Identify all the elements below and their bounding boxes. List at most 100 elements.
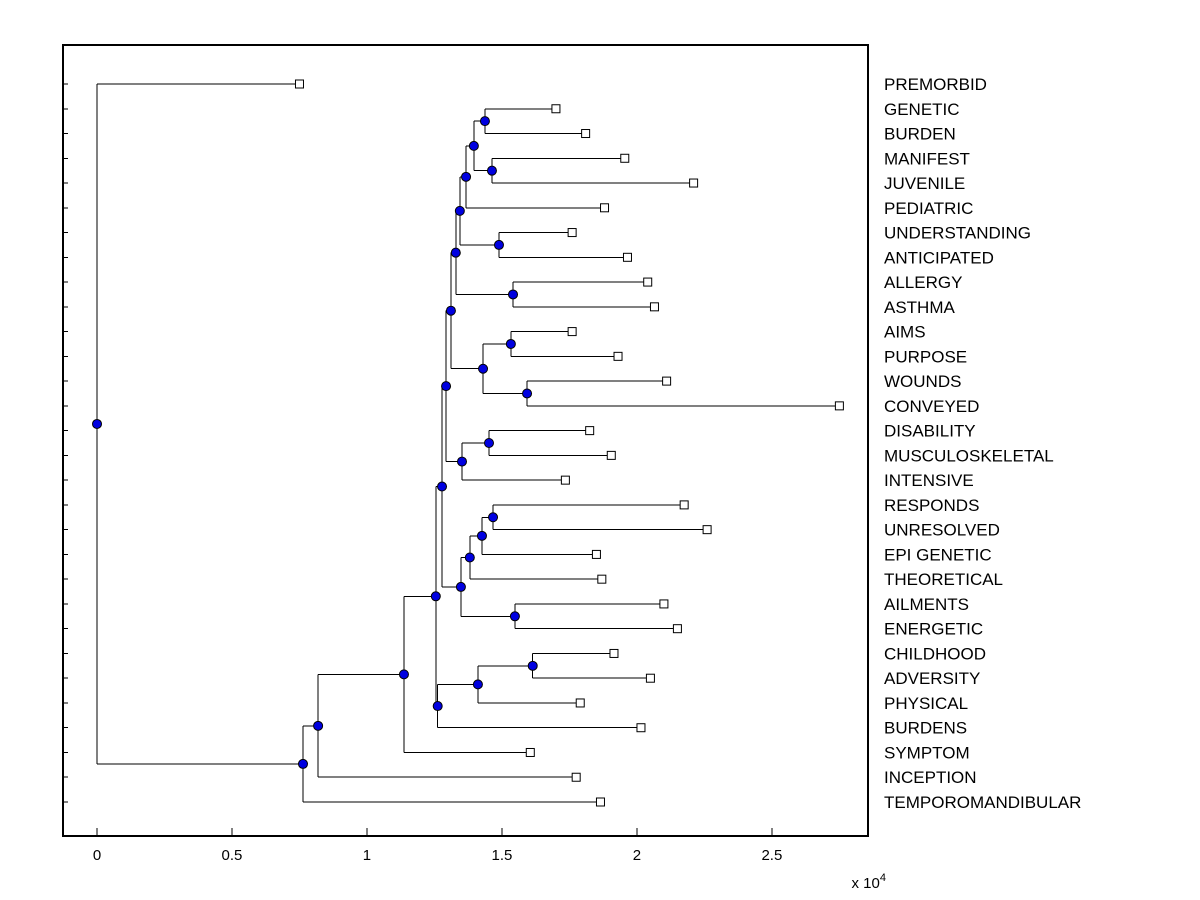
x-tick-label: 2.5 bbox=[761, 847, 782, 864]
leaf-marker bbox=[606, 450, 616, 460]
branch-node-marker bbox=[478, 363, 489, 374]
leaf-label: INCEPTION bbox=[884, 768, 977, 787]
branch-node-marker bbox=[508, 289, 519, 300]
leaf-label: PREMORBID bbox=[884, 75, 987, 94]
leaf-marker bbox=[567, 327, 577, 337]
branch-node-marker bbox=[527, 660, 538, 671]
leaf-marker bbox=[834, 401, 844, 411]
branch-node-marker bbox=[92, 418, 103, 429]
leaf-marker bbox=[679, 500, 689, 510]
leaf-label: ANTICIPATED bbox=[884, 248, 994, 267]
branch-node-marker bbox=[486, 165, 497, 176]
leaf-label: UNDERSTANDING bbox=[884, 224, 1031, 243]
leaf-marker bbox=[585, 426, 595, 436]
leaf-marker bbox=[672, 624, 682, 634]
leaf-label: BURDEN bbox=[884, 125, 956, 144]
branch-node-marker bbox=[509, 611, 520, 622]
leaf-marker bbox=[575, 698, 585, 708]
leaf-label: ASTHMA bbox=[884, 298, 956, 317]
leaf-label: UNRESOLVED bbox=[884, 521, 1000, 540]
branch-node-marker bbox=[456, 456, 467, 467]
leaf-label: MANIFEST bbox=[884, 149, 970, 168]
branch-node-marker bbox=[483, 437, 494, 448]
leaf-label: AILMENTS bbox=[884, 595, 969, 614]
leaf-marker bbox=[551, 104, 561, 114]
leaf-label: BURDENS bbox=[884, 719, 967, 738]
leaf-marker bbox=[567, 228, 577, 238]
leaf-label: CHILDHOOD bbox=[884, 644, 986, 663]
branch-node-marker bbox=[505, 338, 516, 349]
branch-node-marker bbox=[398, 669, 409, 680]
axes-box bbox=[62, 44, 869, 837]
leaf-label: ALLERGY bbox=[884, 273, 962, 292]
x-tick-label: 1 bbox=[363, 847, 371, 864]
leaf-label: RESPONDS bbox=[884, 496, 979, 515]
axis-multiplier-label: x 104 bbox=[852, 872, 886, 892]
x-axis: 0 0.5 1 1.5 2 2.5 bbox=[93, 828, 782, 864]
leaf-marker bbox=[662, 376, 672, 386]
branch-node-marker bbox=[454, 205, 465, 216]
branch-node-marker bbox=[313, 720, 324, 731]
x-tick-label: 2 bbox=[633, 847, 641, 864]
branch-node-marker bbox=[464, 552, 475, 563]
branch-node-marker bbox=[437, 481, 448, 492]
leaf-marker bbox=[595, 797, 605, 807]
x-tick-label: 0 bbox=[93, 847, 101, 864]
leaf-marker bbox=[622, 252, 632, 262]
leaf-label: SYMPTOM bbox=[884, 743, 970, 762]
branch-node-marker bbox=[493, 239, 504, 250]
leaf-label: JUVENILE bbox=[884, 174, 965, 193]
leaf-label: PEDIATRIC bbox=[884, 199, 973, 218]
leaf-marker bbox=[689, 178, 699, 188]
leaf-marker bbox=[600, 203, 610, 213]
branch-node-marker bbox=[450, 247, 461, 258]
branch-node-marker bbox=[468, 140, 479, 151]
leaf-marker bbox=[659, 599, 669, 609]
leaf-marker bbox=[591, 549, 601, 559]
leaf-labels: PREMORBID GENETIC BURDEN MANIFEST JUVENILE PE… bbox=[884, 75, 1081, 812]
node-markers bbox=[92, 79, 844, 807]
x-tick-label: 1.5 bbox=[492, 847, 513, 864]
branch-node-marker bbox=[476, 530, 487, 541]
leaf-label: CONVEYED bbox=[884, 397, 979, 416]
leaf-label: INTENSIVE bbox=[884, 471, 974, 490]
leaf-marker bbox=[645, 673, 655, 683]
leaf-label: ENERGETIC bbox=[884, 620, 983, 639]
leaf-label: MUSCULOSKELETAL bbox=[884, 446, 1054, 465]
branch-node-marker bbox=[430, 591, 441, 602]
leaf-label: WOUNDS bbox=[884, 372, 961, 391]
leaf-marker bbox=[620, 153, 630, 163]
leaf-label: EPI GENETIC bbox=[884, 545, 992, 564]
leaf-label: GENETIC bbox=[884, 100, 960, 119]
leaf-marker bbox=[525, 747, 535, 757]
branch-node-marker bbox=[488, 512, 499, 523]
leaf-label: PURPOSE bbox=[884, 347, 967, 366]
branch-node-marker bbox=[441, 381, 452, 392]
branch-node-marker bbox=[522, 388, 533, 399]
leaf-label: PHYSICAL bbox=[884, 694, 968, 713]
leaf-marker bbox=[702, 525, 712, 535]
leaf-marker bbox=[649, 302, 659, 312]
branch-node-marker bbox=[461, 171, 472, 182]
leaf-label: TEMPOROMANDIBULAR bbox=[884, 793, 1081, 812]
leaf-marker bbox=[597, 574, 607, 584]
branch-node-marker bbox=[455, 581, 466, 592]
branch-node-marker bbox=[432, 701, 443, 712]
x-tick-label: 0.5 bbox=[222, 847, 243, 864]
y-axis-ticks bbox=[63, 83, 68, 803]
leaf-marker bbox=[636, 723, 646, 733]
leaf-label: THEORETICAL bbox=[884, 570, 1003, 589]
leaf-label: AIMS bbox=[884, 323, 926, 342]
branch-node-marker bbox=[445, 305, 456, 316]
leaf-marker bbox=[294, 79, 304, 89]
leaf-marker bbox=[581, 129, 591, 139]
branch-node-marker bbox=[479, 116, 490, 127]
leaf-label: ADVERSITY bbox=[884, 669, 980, 688]
branch-node-marker bbox=[297, 758, 308, 769]
leaf-marker bbox=[571, 772, 581, 782]
branch-node-marker bbox=[472, 679, 483, 690]
leaf-marker bbox=[613, 351, 623, 361]
leaf-marker bbox=[560, 475, 570, 485]
